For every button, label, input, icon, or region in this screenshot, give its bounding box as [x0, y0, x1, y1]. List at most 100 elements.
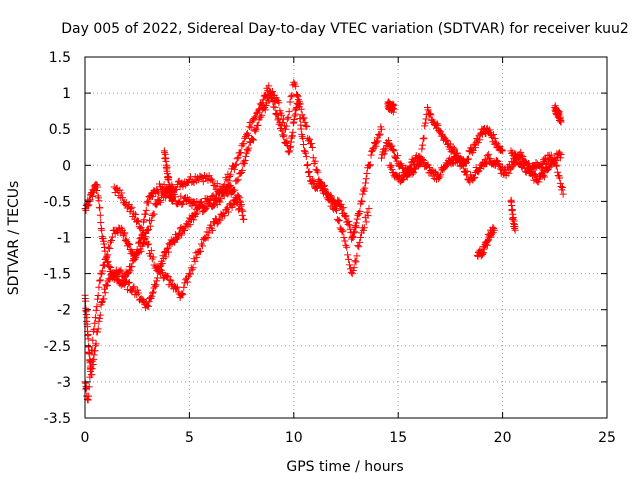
- data-point: [142, 210, 150, 218]
- data-point: [304, 161, 312, 169]
- data-point: [279, 132, 287, 140]
- data-point: [91, 314, 99, 322]
- data-point: [193, 209, 201, 217]
- data-point: [422, 115, 430, 123]
- data-point: [207, 221, 215, 229]
- data-point: [331, 201, 339, 209]
- data-point: [419, 141, 427, 149]
- data-point: [262, 91, 270, 99]
- data-point: [496, 142, 504, 150]
- data-point: [254, 121, 262, 129]
- data-point: [126, 245, 134, 253]
- series-track-b: [81, 78, 373, 404]
- data-point: [284, 113, 292, 121]
- data-point: [103, 254, 111, 262]
- data-point: [309, 154, 317, 162]
- data-point: [113, 272, 121, 280]
- data-point: [344, 251, 352, 259]
- data-point: [96, 276, 104, 284]
- data-point: [335, 216, 343, 224]
- data-point: [443, 161, 451, 169]
- data-point: [322, 189, 330, 197]
- data-point: [300, 141, 308, 149]
- data-point: [133, 246, 141, 254]
- data-point: [353, 252, 361, 260]
- data-point: [361, 184, 369, 192]
- data-point: [252, 125, 260, 133]
- data-point: [318, 179, 326, 187]
- data-point: [282, 122, 290, 130]
- data-point: [186, 221, 194, 229]
- data-point: [96, 314, 104, 322]
- data-point: [394, 152, 402, 160]
- data-point: [453, 149, 461, 157]
- data-point: [513, 155, 521, 163]
- data-point: [163, 163, 171, 171]
- data-point: [247, 124, 255, 132]
- data-point: [365, 205, 373, 213]
- data-point: [435, 175, 443, 183]
- y-tick-label: 1: [62, 86, 71, 102]
- series-track-k: [474, 224, 498, 260]
- data-point: [234, 176, 242, 184]
- data-point: [230, 165, 238, 173]
- data-point: [128, 263, 136, 271]
- data-point: [343, 243, 351, 251]
- data-point: [342, 241, 350, 249]
- data-point: [226, 181, 234, 189]
- data-point: [531, 170, 539, 178]
- series-track-i: [384, 98, 398, 116]
- data-point: [372, 142, 380, 150]
- data-point: [362, 218, 370, 226]
- data-point: [300, 114, 308, 122]
- data-point: [540, 171, 548, 179]
- data-point: [230, 186, 238, 194]
- data-point: [554, 168, 562, 176]
- data-point: [377, 125, 385, 133]
- data-point: [249, 135, 257, 143]
- data-point: [165, 248, 173, 256]
- data-point: [309, 179, 317, 187]
- data-point: [559, 190, 567, 198]
- data-point: [390, 147, 398, 155]
- data-point: [249, 136, 257, 144]
- data-point: [342, 212, 350, 220]
- data-point: [166, 276, 174, 284]
- data-point: [136, 224, 144, 232]
- data-point: [95, 317, 103, 325]
- data-point: [233, 199, 241, 207]
- data-point: [545, 165, 553, 173]
- data-point: [311, 157, 319, 165]
- data-point: [418, 145, 426, 153]
- data-point: [366, 162, 374, 170]
- data-point: [184, 278, 192, 286]
- data-point: [235, 192, 243, 200]
- data-point: [104, 257, 112, 265]
- data-point: [233, 177, 241, 185]
- data-point: [437, 127, 445, 135]
- data-point: [424, 106, 432, 114]
- data-point: [397, 160, 405, 168]
- data-point: [265, 82, 273, 90]
- data-point: [437, 171, 445, 179]
- data-point: [143, 301, 151, 309]
- data-point: [186, 270, 194, 278]
- data-point: [354, 242, 362, 250]
- data-point: [363, 208, 371, 216]
- data-point: [98, 267, 106, 275]
- data-point: [490, 226, 498, 234]
- y-tick-label: 1.5: [49, 50, 71, 66]
- data-point: [88, 346, 96, 354]
- data-point: [146, 294, 154, 302]
- data-point: [374, 137, 382, 145]
- data-point: [268, 88, 276, 96]
- y-tick-label: -2: [57, 303, 71, 319]
- data-point: [358, 198, 366, 206]
- y-tick-label: -1: [57, 231, 71, 247]
- data-point: [299, 115, 307, 123]
- data-point: [87, 358, 95, 366]
- data-point: [147, 247, 155, 255]
- data-point: [442, 136, 450, 144]
- data-point: [89, 336, 97, 344]
